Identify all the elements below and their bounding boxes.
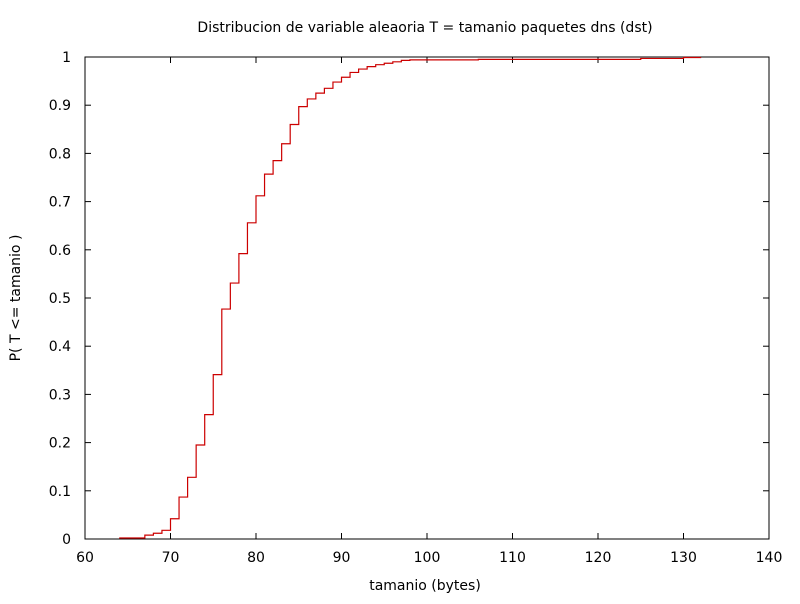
x-tick-label: 100	[414, 550, 441, 566]
x-ticks: 60 70 80 90 100 110 120 130 140	[76, 57, 782, 566]
x-tick-label: 60	[76, 550, 94, 566]
y-tick-label: 0.3	[49, 387, 71, 403]
y-tick-label: 0.2	[49, 436, 71, 452]
x-axis-label: tamanio (bytes)	[369, 578, 481, 594]
y-tick-label: 0.6	[49, 243, 71, 259]
y-tick-label: 0.1	[49, 484, 71, 500]
y-tick-label: 0	[62, 532, 71, 548]
chart-title: Distribucion de variable aleaoria T = ta…	[197, 20, 652, 36]
x-tick-label: 120	[585, 550, 612, 566]
y-tick-label: 1	[62, 50, 71, 66]
x-tick-label: 110	[499, 550, 526, 566]
cdf-step-line	[119, 56, 702, 539]
y-tick-label: 0.8	[49, 146, 71, 162]
y-tick-label: 0.9	[49, 98, 71, 114]
x-tick-label: 80	[247, 550, 265, 566]
y-tick-label: 0.4	[49, 339, 71, 355]
y-ticks: 0 0.1 0.2 0.3 0.4 0.5 0.6 0.7 0.8 0.9 1	[49, 50, 769, 548]
y-tick-label: 0.5	[49, 291, 71, 307]
y-axis-label: P( T <= tamanio )	[8, 235, 24, 362]
x-tick-label: 140	[756, 550, 783, 566]
y-tick-label: 0.7	[49, 195, 71, 211]
x-tick-label: 70	[162, 550, 180, 566]
x-tick-label: 90	[333, 550, 351, 566]
x-tick-label: 130	[670, 550, 697, 566]
plot-frame	[84, 56, 770, 540]
